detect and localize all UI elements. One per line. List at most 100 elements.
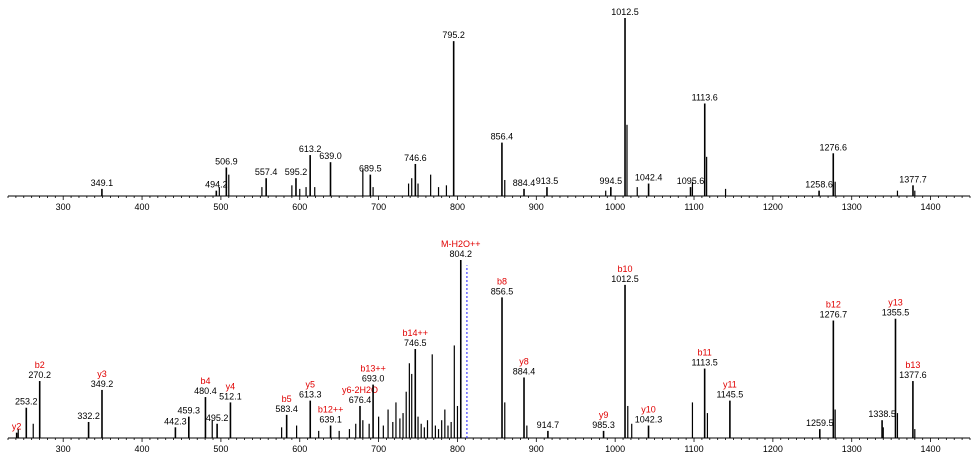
peak-mz-label: 1276.7	[820, 310, 848, 320]
peak-ion-label: y6-2H2O	[342, 385, 378, 395]
x-tick-label: 1300	[842, 202, 862, 212]
peak-mz-label: 804.2	[450, 249, 473, 259]
peak-ion-label: b2	[35, 360, 45, 370]
peak-ion-label: b13	[905, 360, 920, 370]
peak-mz-label: 689.5	[359, 164, 382, 174]
peak-mz-label: 583.4	[275, 404, 298, 414]
peak-ion-label: b13++	[360, 364, 386, 374]
peak-ion-label: y3	[97, 369, 107, 379]
peak-ion-label: b14++	[403, 328, 429, 338]
peak-mz-label: 1042.3	[635, 415, 663, 425]
peak-mz-label: 253.2	[15, 397, 38, 407]
peak-mz-label: 1042.4	[635, 173, 663, 183]
peak-mz-label: 459.3	[178, 406, 201, 416]
peak-ion-label: b4	[200, 376, 210, 386]
x-tick-label: 300	[56, 202, 71, 212]
x-tick-label: 500	[213, 202, 228, 212]
peak-mz-label: 985.3	[592, 420, 615, 430]
peak-ion-label: b10	[618, 264, 633, 274]
peak-mz-label: 512.1	[219, 391, 242, 401]
peak-mz-label: 270.2	[28, 370, 51, 380]
peak-mz-label: 1355.5	[882, 308, 910, 318]
x-tick-label: 1200	[763, 202, 783, 212]
peak-mz-label: 1145.5	[716, 390, 743, 400]
x-tick-label: 1100	[684, 202, 703, 212]
peak-mz-label: 795.2	[442, 30, 465, 40]
peak-mz-label: 884.4	[513, 178, 536, 188]
x-tick-label: 1000	[605, 202, 625, 212]
x-tick-label: 1200	[763, 444, 783, 454]
peak-ion-label: b12	[826, 300, 841, 310]
peak-mz-label: 557.4	[255, 167, 278, 177]
peak-mz-label: 639.0	[319, 151, 342, 161]
peak-mz-label: 1338.5	[868, 409, 896, 419]
peak-mz-label: 349.1	[91, 178, 114, 188]
x-tick-label: 1400	[921, 202, 941, 212]
peak-mz-label: 856.4	[491, 132, 514, 142]
peak-mz-label: 332.2	[77, 411, 100, 421]
peak-mz-label: 495.2	[206, 413, 229, 423]
peak-mz-label: 613.3	[299, 390, 322, 400]
x-tick-label: 300	[56, 444, 71, 454]
x-tick-label: 800	[450, 444, 465, 454]
peak-mz-label: 1095.6	[677, 176, 705, 186]
x-tick-label: 400	[135, 444, 150, 454]
x-tick-label: 1000	[605, 444, 625, 454]
peak-mz-label: 480.4	[194, 386, 217, 396]
peak-mz-label: 1259.5	[806, 418, 834, 428]
x-tick-label: 700	[371, 444, 386, 454]
peak-mz-label: 494.2	[205, 180, 228, 190]
peak-mz-label: 1113.6	[692, 92, 718, 102]
peak-mz-label: 913.5	[536, 176, 559, 186]
peak-ion-label: y11	[723, 380, 737, 390]
x-tick-label: 700	[371, 202, 386, 212]
x-tick-label: 600	[292, 202, 307, 212]
x-tick-label: 900	[529, 202, 544, 212]
bottom-spectrum-panel: 300 400 500 600 700 800 900 1000 1100 1200 1300 140…	[7, 239, 971, 454]
peak-mz-label: 349.2	[91, 379, 114, 389]
peak-mz-label: 1012.5	[611, 7, 639, 17]
peak-mz-label: 676.4	[349, 395, 372, 405]
peak-ion-label: b5	[282, 394, 292, 404]
x-tick-label: 900	[529, 444, 544, 454]
peak-mz-label: 1276.6	[820, 142, 848, 152]
peak-mz-label: 613.2	[299, 144, 322, 154]
peak-mz-label: 1377.7	[899, 174, 927, 184]
peak-ion-label: b12++	[318, 405, 344, 415]
peak-ion-label: y2	[12, 422, 22, 432]
peak-mz-label: 746.6	[404, 153, 427, 163]
peak-ion-label: M-H2O++	[441, 239, 481, 249]
peak-ion-label: y4	[226, 381, 236, 391]
peak-mz-label: 914.7	[537, 420, 560, 430]
x-tick-label: 1100	[684, 444, 703, 454]
peak-mz-label: 1012.5	[611, 274, 639, 284]
peak-mz-label: 1258.6	[805, 180, 833, 190]
x-tick-label: 400	[135, 202, 150, 212]
x-tick-label: 1300	[842, 444, 862, 454]
peak-mz-label: 506.9	[215, 157, 238, 167]
peak-mz-label: 1113.5	[692, 358, 718, 368]
peak-ion-label: b8	[497, 276, 507, 286]
x-tick-label: 500	[213, 444, 228, 454]
peak-ion-label: y8	[519, 356, 529, 366]
peak-ion-label: b11	[697, 348, 711, 358]
peak-mz-label: 884.4	[513, 366, 536, 376]
peak-mz-label: 1377.6	[899, 370, 927, 380]
peak-ion-label: y10	[641, 405, 656, 415]
peak-mz-label: 639.1	[319, 415, 342, 425]
x-tick-label: 800	[450, 202, 465, 212]
peak-mz-label: 693.0	[362, 374, 385, 384]
peak-mz-label: 595.2	[285, 167, 308, 177]
x-tick-label: 1400	[921, 444, 941, 454]
x-tick-label: 600	[292, 444, 307, 454]
peak-ion-label: y5	[305, 380, 315, 390]
peak-mz-label: 994.5	[600, 176, 623, 186]
peak-ion-label: y13	[888, 298, 903, 308]
top-spectrum-panel: 300 400 500 600 700 800 900 1000 1100 1200 1300 140…	[7, 7, 971, 212]
peak-mz-label: 442.3	[164, 416, 187, 426]
peak-mz-label: 856.5	[491, 286, 514, 296]
peak-ion-label: y9	[599, 410, 609, 420]
peak-mz-label: 746.5	[404, 338, 427, 348]
